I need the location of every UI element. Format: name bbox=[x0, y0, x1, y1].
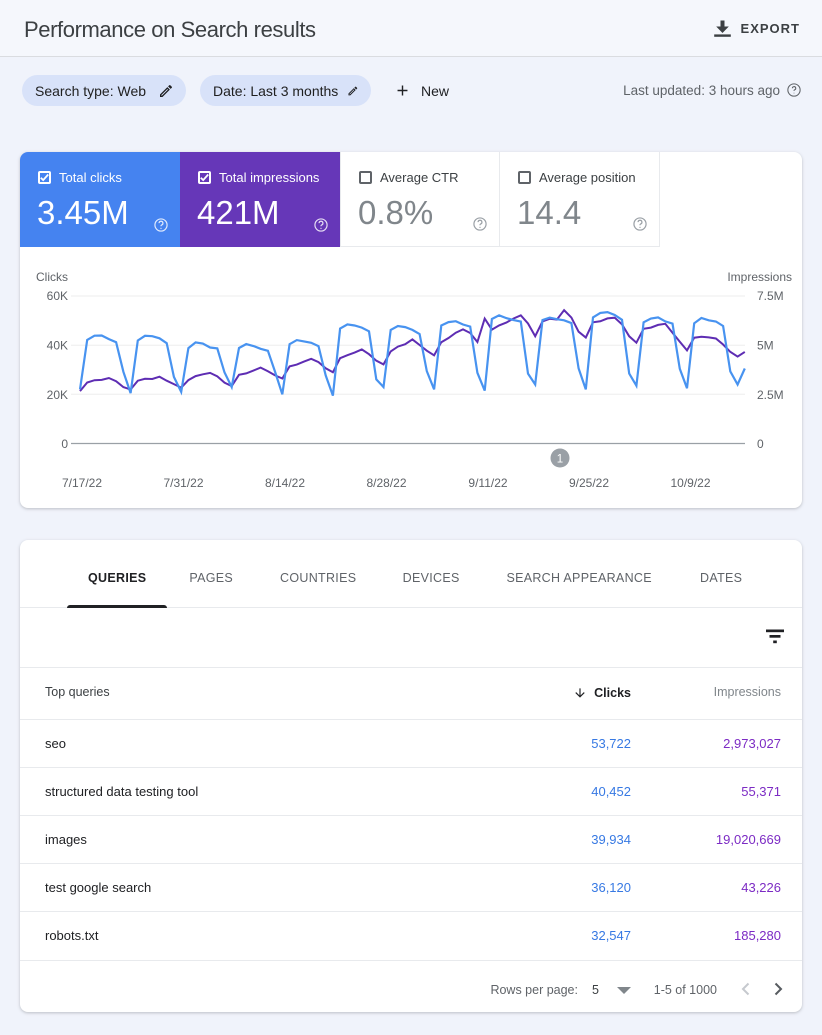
svg-text:60K: 60K bbox=[47, 289, 68, 303]
svg-text:1: 1 bbox=[557, 454, 563, 466]
svg-text:10/9/22: 10/9/22 bbox=[670, 476, 710, 490]
svg-text:Impressions: Impressions bbox=[727, 270, 792, 284]
svg-text:0: 0 bbox=[757, 437, 764, 451]
svg-text:7.5M: 7.5M bbox=[757, 289, 784, 303]
svg-text:20K: 20K bbox=[47, 388, 68, 402]
svg-text:9/11/22: 9/11/22 bbox=[468, 476, 507, 490]
svg-text:40K: 40K bbox=[47, 339, 68, 353]
svg-text:7/31/22: 7/31/22 bbox=[163, 476, 203, 490]
svg-text:0: 0 bbox=[61, 437, 68, 451]
svg-text:8/28/22: 8/28/22 bbox=[366, 476, 406, 490]
svg-text:5M: 5M bbox=[757, 339, 774, 353]
svg-text:8/14/22: 8/14/22 bbox=[265, 476, 305, 490]
svg-text:9/25/22: 9/25/22 bbox=[569, 476, 609, 490]
svg-text:Clicks: Clicks bbox=[36, 270, 68, 284]
svg-text:7/17/22: 7/17/22 bbox=[62, 476, 102, 490]
svg-text:2.5M: 2.5M bbox=[757, 388, 784, 402]
